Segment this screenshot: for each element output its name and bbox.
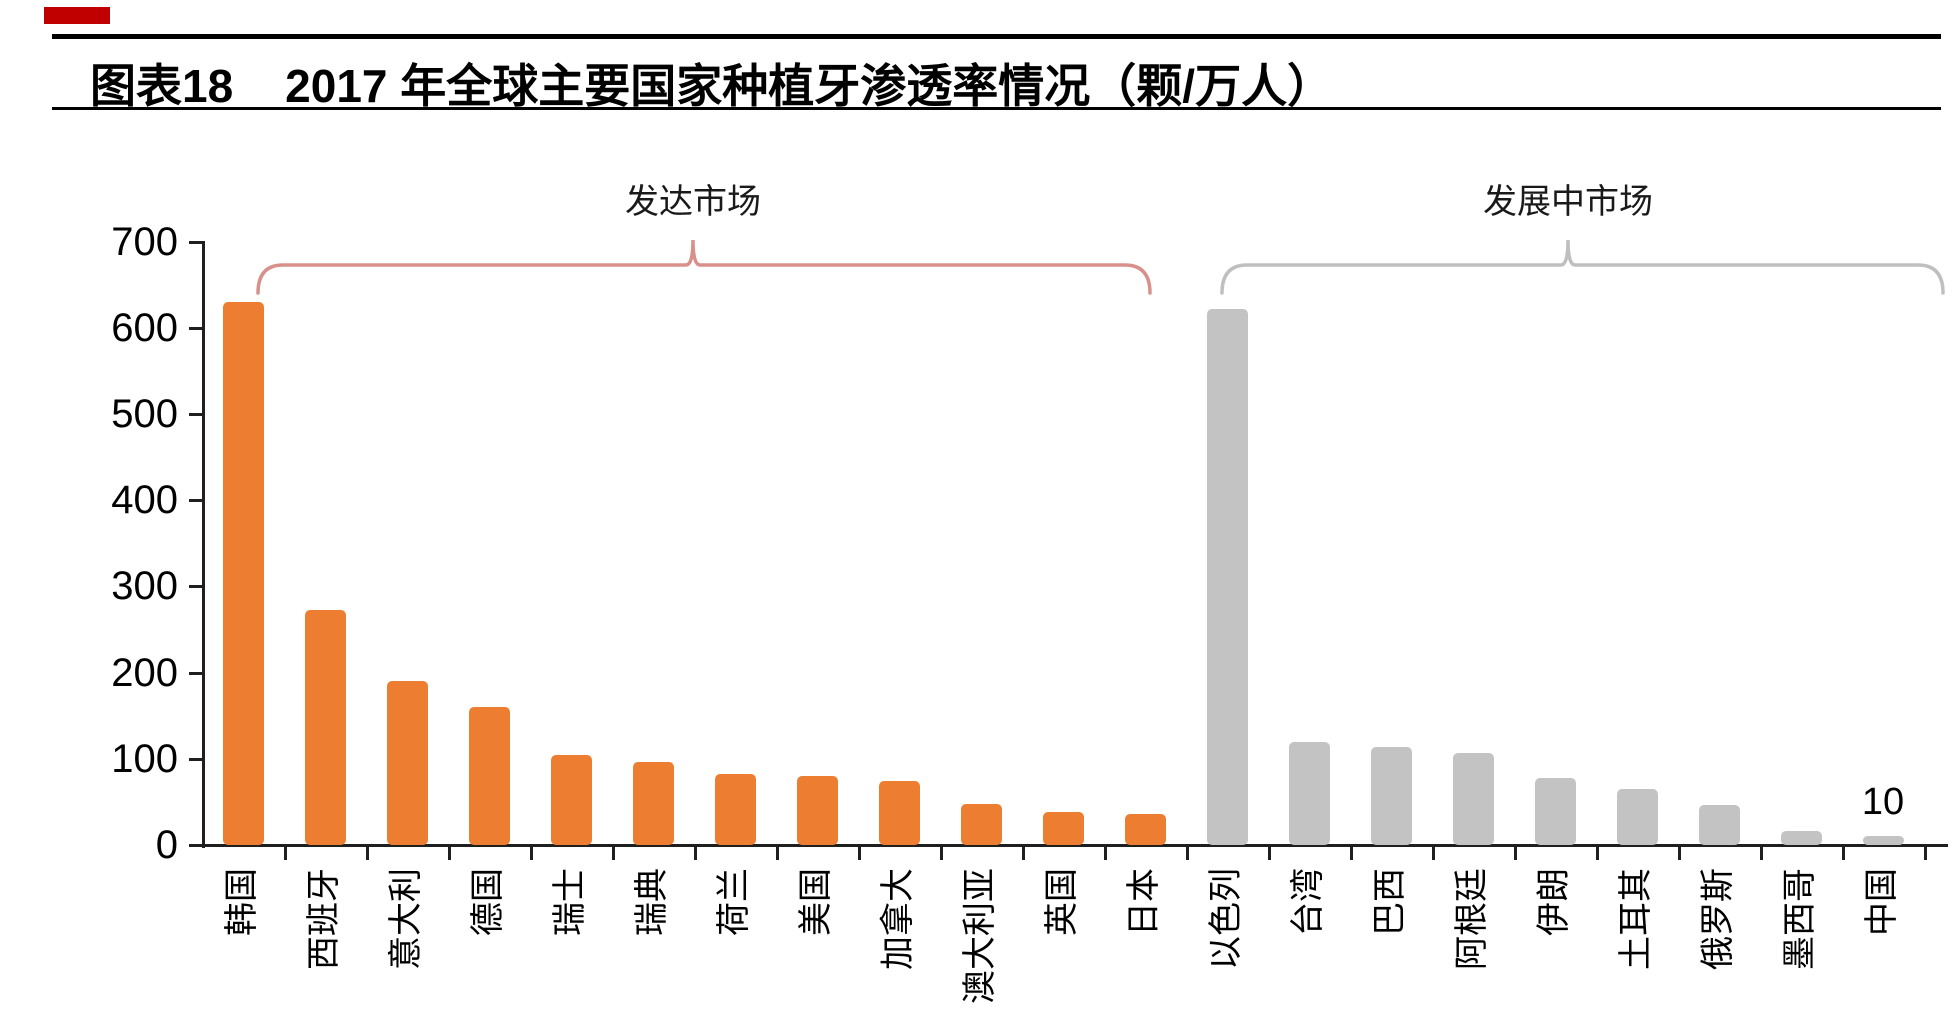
y-axis-tick: [189, 844, 203, 847]
developing-bracket: [1220, 239, 1945, 295]
y-axis-tick: [189, 499, 203, 502]
x-axis-tick: [1760, 847, 1763, 860]
title-rule-top: [52, 34, 1941, 39]
x-axis-tick: [284, 847, 287, 860]
chart-bar: [633, 762, 674, 845]
chart-bar: [1699, 805, 1740, 845]
x-axis-category-label: 意大利: [388, 868, 425, 970]
china-value-label: 10: [1861, 781, 1905, 823]
y-axis-tick: [189, 241, 203, 244]
chart-bar: [879, 781, 920, 845]
chart-bar: [1863, 836, 1904, 845]
y-axis-tick-label: 200: [111, 651, 178, 695]
x-axis-category-label: 日本: [1126, 868, 1163, 936]
chart-bar: [223, 302, 264, 845]
chart-bar: [1043, 812, 1084, 845]
x-axis-category-label: 阿根廷: [1454, 868, 1491, 970]
x-axis-category-label: 台湾: [1290, 868, 1327, 936]
chart-header: 图表18 2017 年全球主要国家种植牙渗透率情况（颗/万人）: [90, 50, 1930, 116]
chart-bar: [797, 776, 838, 845]
chart-bar: [1535, 778, 1576, 845]
x-axis-tick: [1514, 847, 1517, 860]
y-axis-tick-label: 400: [111, 478, 178, 522]
y-axis-tick-label: 600: [111, 306, 178, 350]
x-axis-category-label: 中国: [1864, 868, 1901, 936]
x-axis-category-label: 德国: [470, 868, 507, 936]
y-axis-tick: [189, 585, 203, 588]
red-mark: [44, 7, 110, 24]
chart-bar: [1289, 742, 1330, 845]
x-axis-category-label: 以色列: [1208, 868, 1245, 970]
x-axis-category-label: 瑞典: [634, 868, 671, 936]
y-axis-tick-label: 100: [111, 737, 178, 781]
chart-bar: [305, 610, 346, 845]
x-axis-line: [202, 844, 1948, 847]
x-axis-category-label: 荷兰: [716, 868, 753, 936]
chart-bar: [961, 804, 1002, 845]
x-axis-tick: [448, 847, 451, 860]
y-axis-tick-label: 300: [111, 564, 178, 608]
x-axis-tick: [1022, 847, 1025, 860]
x-axis-tick: [530, 847, 533, 860]
chart-number-label: 图表18: [90, 60, 234, 112]
x-axis-category-label: 巴西: [1372, 868, 1409, 936]
chart-bar: [1617, 789, 1658, 845]
x-axis-tick: [1186, 847, 1189, 860]
title-rule-bottom: [52, 107, 1941, 110]
x-axis-category-label: 西班牙: [306, 868, 343, 970]
x-axis-category-label: 瑞士: [552, 868, 589, 936]
developing-markets-label: 发展中市场: [1483, 184, 1653, 221]
developed-markets-label: 发达市场: [625, 184, 761, 221]
x-axis-tick: [366, 847, 369, 860]
developed-bracket: [256, 239, 1152, 295]
chart-bar: [1371, 747, 1412, 845]
chart-bar: [1207, 309, 1248, 845]
y-axis-tick: [189, 672, 203, 675]
y-axis-tick-label: 500: [111, 392, 178, 436]
chart-bar: [1125, 814, 1166, 845]
x-axis-category-label: 英国: [1044, 868, 1081, 936]
x-axis-category-label: 美国: [798, 868, 835, 936]
x-axis-tick: [1104, 847, 1107, 860]
chart-title: 2017 年全球主要国家种植牙渗透率情况（颗/万人）: [285, 60, 1334, 112]
chart-bar: [387, 681, 428, 845]
y-axis-tick: [189, 758, 203, 761]
x-axis-tick: [776, 847, 779, 860]
x-axis-category-label: 土耳其: [1618, 868, 1655, 970]
x-axis-tick: [612, 847, 615, 860]
x-axis-tick: [940, 847, 943, 860]
chart-bar: [469, 707, 510, 845]
y-axis-tick-label: 0: [155, 823, 178, 867]
x-axis-tick: [1432, 847, 1435, 860]
x-axis-category-label: 韩国: [224, 868, 261, 936]
chart-bar: [715, 774, 756, 845]
x-axis-category-label: 加拿大: [880, 868, 917, 970]
x-axis-tick: [1924, 847, 1927, 860]
x-axis-category-label: 澳大利亚: [962, 868, 999, 1004]
x-axis-tick: [694, 847, 697, 860]
x-axis-tick: [1268, 847, 1271, 860]
y-axis-tick-label: 700: [111, 220, 178, 264]
chart-bar: [551, 755, 592, 845]
x-axis-tick: [858, 847, 861, 860]
x-axis-category-label: 俄罗斯: [1700, 868, 1737, 970]
y-axis-tick: [189, 413, 203, 416]
x-axis-tick: [1842, 847, 1845, 860]
x-axis-category-label: 伊朗: [1536, 868, 1573, 936]
x-axis-tick: [1350, 847, 1353, 860]
chart-bar: [1453, 753, 1494, 845]
x-axis-tick: [1596, 847, 1599, 860]
x-axis-category-label: 墨西哥: [1782, 868, 1819, 970]
y-axis-line: [202, 241, 205, 848]
x-axis-tick: [1678, 847, 1681, 860]
chart-bar: [1781, 831, 1822, 845]
y-axis-tick: [189, 327, 203, 330]
